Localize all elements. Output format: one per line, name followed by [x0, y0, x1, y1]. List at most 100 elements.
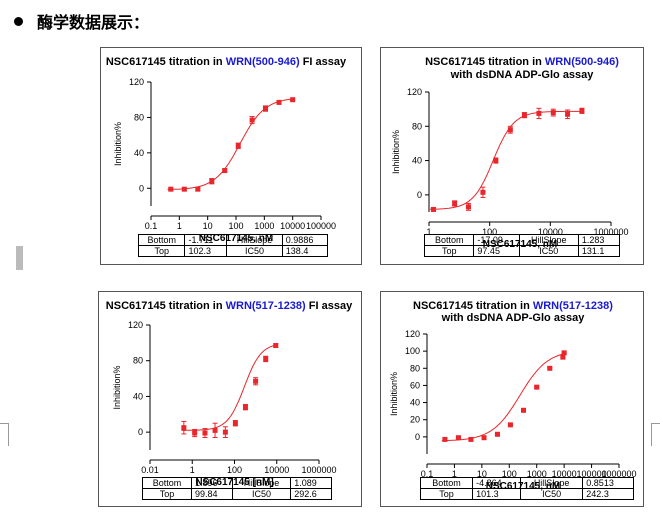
param-label: Bottom [142, 477, 192, 489]
data-point-marker [273, 343, 279, 349]
data-point [222, 426, 228, 438]
x-tick-label: 10 [203, 221, 213, 231]
data-point-marker [253, 378, 259, 384]
chart-panel-wrn500-adpglo: NSC617145 titration in WRN(500-946) with … [380, 47, 644, 265]
x-tick-label: 1 [452, 469, 457, 479]
data-point [181, 186, 187, 192]
data-point-marker [536, 110, 542, 116]
x-tick-label: 100 [482, 227, 497, 237]
y-tick-label: 40 [134, 148, 144, 158]
fit-curve [181, 344, 277, 431]
fit-curve [167, 98, 294, 190]
param-value: 97.45 [473, 245, 520, 257]
data-point [235, 142, 241, 149]
data-point-marker [480, 189, 486, 195]
param-value: -4.864 [472, 477, 521, 489]
data-point-marker [232, 420, 238, 426]
data-point [242, 403, 248, 411]
data-point-marker [242, 404, 248, 410]
param-label: Bottom [137, 234, 186, 246]
data-point-marker [550, 110, 556, 116]
data-point-marker [561, 350, 567, 356]
param-value: -17.09 [473, 234, 520, 246]
param-value: 1.896 [190, 477, 233, 489]
data-point-marker [235, 143, 241, 149]
data-point-marker [455, 435, 461, 441]
data-point [222, 168, 228, 174]
param-value: 101.3 [472, 488, 521, 500]
param-value: 0.9886 [281, 234, 329, 246]
chart-title-highlight: WRN(500-946) [226, 56, 300, 68]
x-tick-label: 1 [190, 465, 195, 475]
x-tick-label: 1000000 [601, 469, 636, 479]
data-point [273, 343, 279, 349]
data-point-marker [192, 430, 198, 436]
chart-title-highlight: WRN(517-1238) [533, 300, 613, 312]
data-point [276, 99, 282, 105]
chart-title-suffix: FI assay [306, 300, 353, 312]
y-tick-label: 40 [133, 391, 143, 401]
data-point-marker [465, 204, 471, 210]
y-tick-label: 40 [412, 156, 422, 166]
y-tick-label: 120 [407, 87, 422, 97]
data-point-marker [560, 354, 566, 360]
chart-title-line2: with dsDNA ADP-Glo assay [441, 312, 586, 324]
chart-panel-wrn500-fi: NSC617145 titration in WRN(500-946) FI a… [100, 47, 362, 265]
y-tick-label: 100 [405, 346, 420, 356]
data-point-marker [181, 425, 187, 431]
y-tick-label: 80 [134, 112, 144, 122]
data-point [430, 206, 436, 212]
right-edge-mark [651, 423, 660, 446]
param-label: Top [419, 488, 474, 500]
data-point-marker [579, 108, 585, 114]
data-point [534, 384, 540, 390]
chart-title-highlight: WRN(517-1238) [226, 300, 306, 312]
y-tick-label: 0 [138, 427, 143, 437]
data-point [249, 116, 255, 125]
param-row: Top 101.3 IC50 242.3 [419, 488, 634, 500]
data-point-marker [263, 356, 269, 362]
y-tick-label: 80 [412, 121, 422, 131]
x-tick-label: 10 [477, 469, 487, 479]
param-row: Bottom -4.864 HillSlope 0.8513 [419, 477, 634, 489]
data-point [560, 354, 566, 360]
data-point-marker [494, 431, 500, 437]
data-point-marker [263, 106, 269, 112]
chart-svg: NSC617145 titration in WRN(517-1238)with… [389, 300, 637, 492]
data-point [550, 108, 556, 117]
data-point [263, 355, 269, 363]
param-label: HillSlope [226, 234, 283, 246]
data-point-marker [276, 99, 282, 105]
chart-panel-wrn517-adpglo: NSC617145 titration in WRN(517-1238) with… [380, 291, 644, 507]
data-point-marker [181, 186, 187, 192]
y-tick-label: 60 [410, 380, 420, 390]
data-point-marker [430, 206, 436, 212]
y-tick-label: 20 [410, 415, 420, 425]
chart-title-prefix: NSC617145 titration in [106, 56, 226, 68]
chart-panel-wrn517-fi: NSC617145 titration in WRN(517-1238) FI … [98, 291, 362, 507]
x-tick-label: 1 [426, 227, 431, 237]
section-heading-text: 酶学数据展示： [37, 13, 150, 32]
y-tick-label: 0 [417, 190, 422, 200]
fit-curve [441, 353, 565, 442]
x-tick-label: 0.01 [141, 465, 159, 475]
param-label: HillSlope [231, 477, 292, 489]
param-row: Top 97.45 IC50 131.1 [423, 245, 621, 257]
param-label: Bottom [419, 477, 474, 489]
data-point [468, 436, 474, 442]
param-value: 131.1 [577, 245, 621, 257]
chart-svg: NSC617145 titration in WRN(517-1238) FI … [106, 300, 353, 488]
param-row: Bottom -17.09 HillSlope 1.283 [423, 234, 621, 246]
y-tick-label: 80 [133, 356, 143, 366]
param-value: 102.3 [184, 245, 228, 257]
x-tick-label: 1000 [254, 221, 274, 231]
chart-title: NSC617145 titration in WRN(517-1238) [413, 300, 613, 312]
fit-parameters-table: Bottom -17.09 HillSlope 1.283 Top 97.45 IC50 13… [423, 234, 621, 257]
data-point [253, 377, 259, 386]
data-point-marker [222, 429, 228, 435]
data-point-marker [249, 117, 255, 123]
data-point-marker [290, 97, 296, 103]
y-axis-label: Inhibition% [112, 365, 122, 409]
data-point [481, 435, 487, 441]
data-point-marker [212, 427, 218, 433]
